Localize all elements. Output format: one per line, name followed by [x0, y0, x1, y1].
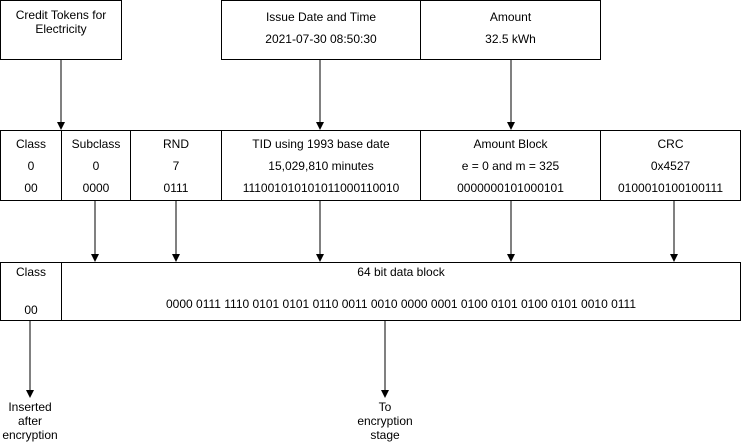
field-amount-block-box: Amount Block e = 0 and m = 325 000000010… — [420, 130, 601, 201]
credit-tokens-label: Credit Tokens for Electricity — [15, 8, 107, 36]
credit-tokens-box: Credit Tokens for Electricity — [0, 0, 122, 60]
amount-title: Amount — [489, 10, 532, 24]
field-class-binary: 00 — [24, 181, 38, 195]
issue-date-value: 2021-07-30 08:50:30 — [265, 32, 377, 46]
field-amount-block-name: Amount Block — [473, 137, 548, 151]
field-crc-name: CRC — [657, 137, 684, 151]
field-amount-block-binary: 0000000101000101 — [457, 181, 564, 195]
field-tid-binary: 111001010101011000110010 — [242, 181, 400, 195]
field-rnd-name: RND — [163, 137, 189, 151]
field-crc-box: CRC 0x4527 0100010100100111 — [600, 130, 741, 201]
field-rnd-binary: 0111 — [163, 181, 189, 195]
field-subclass-box: Subclass 0 0000 — [61, 130, 131, 201]
field-subclass-name: Subclass — [71, 137, 121, 151]
field-crc-decimal: 0x4527 — [650, 159, 691, 173]
field-tid-box: TID using 1993 base date 15,029,810 minu… — [221, 130, 421, 201]
field-crc-binary: 0100010100100111 — [618, 181, 723, 195]
field-subclass-binary: 0000 — [82, 181, 110, 195]
field-class-box: Class 0 00 — [0, 130, 62, 201]
data-block-box: 64 bit data block 0000 0111 1110 0101 01… — [61, 262, 741, 321]
field-rnd-box: RND 7 0111 — [130, 130, 222, 201]
output-class-box: Class 00 — [0, 262, 62, 321]
amount-value: 32.5 kWh — [485, 32, 536, 46]
issue-date-box: Issue Date and Time 2021-07-30 08:50:30 — [221, 0, 421, 60]
output-class-label: Class — [15, 265, 46, 279]
field-rnd-decimal: 7 — [172, 159, 180, 173]
inserted-note: Inserted after encryption — [2, 400, 58, 442]
field-tid-name: TID using 1993 base date — [252, 137, 390, 151]
amount-box: Amount 32.5 kWh — [420, 0, 601, 60]
data-block-value: 0000 0111 1110 0101 0101 0110 0011 0010 … — [165, 297, 636, 311]
data-block-title: 64 bit data block — [357, 265, 445, 279]
field-amount-block-decimal: e = 0 and m = 325 — [461, 159, 560, 173]
field-tid-decimal: 15,029,810 minutes — [268, 159, 374, 173]
output-class-value: 00 — [24, 303, 38, 317]
field-subclass-decimal: 0 — [92, 159, 100, 173]
issue-date-title: Issue Date and Time — [265, 10, 377, 24]
field-class-decimal: 0 — [27, 159, 35, 173]
encryption-note: To encryption stage — [357, 400, 413, 442]
field-class-name: Class — [15, 137, 46, 151]
